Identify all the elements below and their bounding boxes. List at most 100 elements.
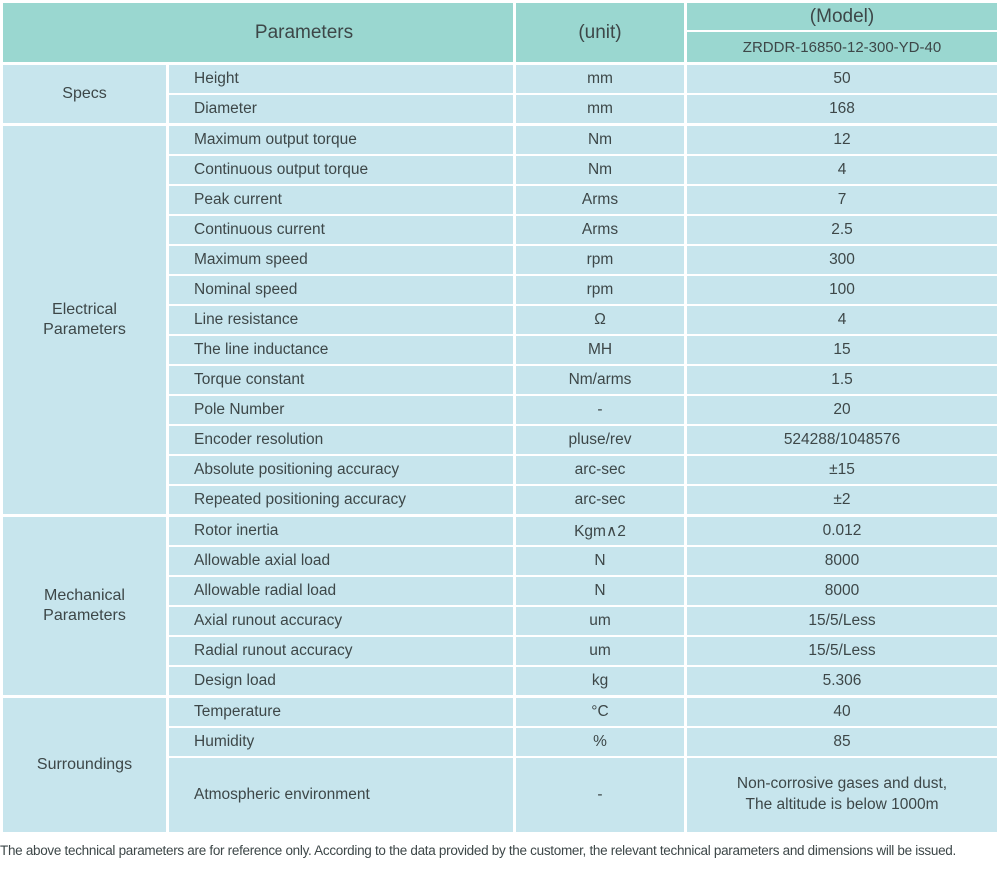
unit-cell: arc-sec xyxy=(516,456,684,484)
group-label: Surroundings xyxy=(3,698,166,832)
table-row: Absolute positioning accuracy arc-sec ±15 xyxy=(169,456,997,484)
value-cell: 524288/1048576 xyxy=(687,426,997,454)
table-row: Continuous current Arms 2.5 xyxy=(169,216,997,244)
unit-cell: um xyxy=(516,637,684,665)
param-cell: Pole Number xyxy=(169,396,513,424)
value-cell: ±2 xyxy=(687,486,997,514)
section-rows: Rotor inertia Kgm∧2 0.012 Allowable axial l… xyxy=(169,517,997,695)
value-cell: 5.306 xyxy=(687,667,997,695)
unit-cell: % xyxy=(516,728,684,756)
value-cell: 85 xyxy=(687,728,997,756)
table-row: Rotor inertia Kgm∧2 0.012 xyxy=(169,517,997,545)
header-parameters: Parameters xyxy=(3,3,513,62)
section-rows: Temperature °C 40 Humidity% 85 Atmospheric en… xyxy=(169,698,997,832)
group-label-text: Surroundings xyxy=(36,756,133,773)
value-cell: 4 xyxy=(687,156,997,184)
param-cell: Height xyxy=(169,65,513,93)
section-specs: Specs Height mm 50 Diameter mm 168 xyxy=(3,65,997,123)
section-mechanical-parameters: Mechanical Parameters Rotor inertia Kgm∧2 0… xyxy=(3,517,997,695)
table-row: Nominal speed rpm 100 xyxy=(169,276,997,304)
table-row: Maximum speed rpm 300 xyxy=(169,246,997,274)
param-cell: Nominal speed xyxy=(169,276,513,304)
param-cell: Design load xyxy=(169,667,513,695)
unit-cell: Ω xyxy=(516,306,684,334)
section-rows: Height mm 50 Diameter mm 168 xyxy=(169,65,997,123)
unit-cell: - xyxy=(516,758,684,832)
value-cell: 7 xyxy=(687,186,997,214)
param-cell: Encoder resolution xyxy=(169,426,513,454)
param-cell: Axial runout accuracy xyxy=(169,607,513,635)
value-cell: 15 xyxy=(687,336,997,364)
value-cell: 2.5 xyxy=(687,216,997,244)
table-row: Torque constant Nm/arms 1.5 xyxy=(169,366,997,394)
param-cell: Continuous current xyxy=(169,216,513,244)
unit-cell: mm xyxy=(516,65,684,93)
value-cell: 8000 xyxy=(687,577,997,605)
table-row: Encoder resolution pluse/rev 524288/104857… xyxy=(169,426,997,454)
param-cell: Maximum output torque xyxy=(169,126,513,154)
param-cell: Rotor inertia xyxy=(169,517,513,545)
group-label-text: Specs xyxy=(62,85,107,102)
table-row: Peak current Arms 7 xyxy=(169,186,997,214)
unit-cell: Nm xyxy=(516,126,684,154)
header-model-label: (Model) xyxy=(687,3,997,30)
technical-parameters-table: Parameters (unit) (Model) ZRDDR-16850-12… xyxy=(3,3,997,832)
table-row: Axial runout accuracy um 15/5/Less xyxy=(169,607,997,635)
group-label-text: Mechanical Parameters xyxy=(43,587,126,624)
unit-cell: um xyxy=(516,607,684,635)
table-row: Temperature °C 40 xyxy=(169,698,997,726)
group-label: Specs xyxy=(3,65,166,123)
value-cell: 8000 xyxy=(687,547,997,575)
value-cell: ±15 xyxy=(687,456,997,484)
table-row: Allowable axial load N 8000 xyxy=(169,547,997,575)
value-cell: 168 xyxy=(687,95,997,123)
param-cell: Torque constant xyxy=(169,366,513,394)
value-cell: 100 xyxy=(687,276,997,304)
table-row: Radial runout accuracy um 15/5/Less xyxy=(169,637,997,665)
unit-cell: Nm xyxy=(516,156,684,184)
unit-cell: Arms xyxy=(516,216,684,244)
value-cell: 15/5/Less xyxy=(687,637,997,665)
table-row: Continuous output torque Nm 4 xyxy=(169,156,997,184)
value-cell: 15/5/Less xyxy=(687,607,997,635)
param-cell: Atmospheric environment xyxy=(169,758,513,832)
table-row: Allowable radial load N 8000 xyxy=(169,577,997,605)
unit-cell: pluse/rev xyxy=(516,426,684,454)
param-cell: Humidity xyxy=(169,728,513,756)
param-cell: Maximum speed xyxy=(169,246,513,274)
param-cell: Allowable axial load xyxy=(169,547,513,575)
param-cell: Peak current xyxy=(169,186,513,214)
value-cell: 40 xyxy=(687,698,997,726)
param-cell: Temperature xyxy=(169,698,513,726)
param-cell: The line inductance xyxy=(169,336,513,364)
unit-cell: Nm/arms xyxy=(516,366,684,394)
table-row: Line resistance Ω 4 xyxy=(169,306,997,334)
param-cell: Continuous output torque xyxy=(169,156,513,184)
header-model-value: ZRDDR-16850-12-300-YD-40 xyxy=(687,32,997,62)
header-unit: (unit) xyxy=(516,3,684,62)
unit-cell: N xyxy=(516,547,684,575)
param-cell: Radial runout accuracy xyxy=(169,637,513,665)
param-cell: Line resistance xyxy=(169,306,513,334)
param-cell: Allowable radial load xyxy=(169,577,513,605)
unit-cell: N xyxy=(516,577,684,605)
unit-cell: °C xyxy=(516,698,684,726)
table-row: Humidity% 85 xyxy=(169,728,997,756)
unit-cell: MH xyxy=(516,336,684,364)
value-cell: 1.5 xyxy=(687,366,997,394)
table-row: Diameter mm 168 xyxy=(169,95,997,123)
unit-cell: mm xyxy=(516,95,684,123)
table-row: Repeated positioning accuracy arc-sec ±2 xyxy=(169,486,997,514)
section-surroundings: Surroundings Temperature °C 40 Humidity% 85 At… xyxy=(3,698,997,832)
unit-cell: Arms xyxy=(516,186,684,214)
param-cell: Repeated positioning accuracy xyxy=(169,486,513,514)
value-cell: 300 xyxy=(687,246,997,274)
section-electrical-parameters: Electrical Parameters Maximum output torq… xyxy=(3,126,997,514)
value-cell: 12 xyxy=(687,126,997,154)
table-row: Pole Number -20 xyxy=(169,396,997,424)
unit-cell: Kgm∧2 xyxy=(516,517,684,545)
value-cell: 0.012 xyxy=(687,517,997,545)
unit-cell: rpm xyxy=(516,246,684,274)
table-row: The line inductance MH 15 xyxy=(169,336,997,364)
